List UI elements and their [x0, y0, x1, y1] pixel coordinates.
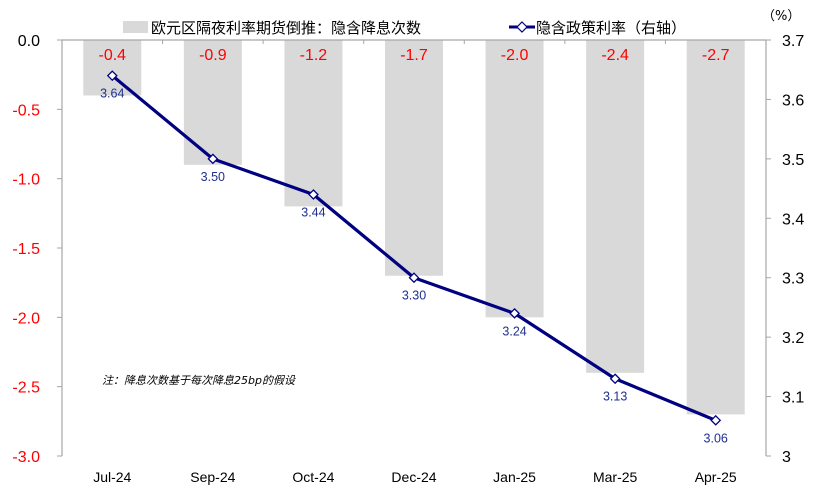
x-axis-tick-label: Apr-25 — [695, 469, 737, 485]
diamond-marker-icon — [308, 189, 319, 200]
bar-value-label: -2.0 — [501, 47, 529, 64]
x-axis-tick-label: Sep-24 — [190, 469, 235, 485]
bar — [284, 40, 343, 207]
bar-value-label: -1.2 — [300, 47, 328, 64]
x-axis-tick-label: Dec-24 — [391, 469, 436, 485]
line-value-label: 3.30 — [402, 289, 426, 303]
bar — [686, 40, 745, 415]
bar — [485, 40, 544, 318]
line-value-label: 3.24 — [502, 324, 526, 338]
diamond-marker-icon — [509, 307, 520, 319]
left-axis-tick-label: 0.0 — [18, 33, 40, 50]
right-axis-tick-label: 3.7 — [782, 33, 804, 50]
diamond-marker-icon — [408, 272, 420, 284]
left-axis-tick-label: -3.0 — [12, 449, 40, 466]
axes: 0.0 -0.5 -1.0 -1.5 -2.0 -2.5 -3.0 3.7 3.6 3.5 3.4 3… — [12, 33, 804, 485]
right-axis-tick-label: 3 — [782, 449, 791, 466]
diamond-marker-icon — [516, 21, 528, 33]
x-axis-tick-label: Mar-25 — [593, 469, 638, 485]
right-axis-tick-label: 3.1 — [782, 390, 804, 407]
bar-value-label: -0.4 — [98, 47, 126, 64]
line-value-label: 3.44 — [301, 206, 325, 220]
legend-bar-swatch — [123, 21, 148, 33]
diamond-marker-icon — [106, 70, 118, 82]
bar-value-label: -2.7 — [702, 47, 730, 64]
x-axis-tick-label: Oct-24 — [292, 469, 334, 485]
bar-value-label: -2.4 — [601, 47, 629, 64]
diamond-marker-icon — [609, 373, 621, 385]
bar-value-label: -1.7 — [400, 47, 428, 64]
legend-line-swatch — [509, 21, 535, 33]
left-axis-tick-label: -2.5 — [12, 380, 40, 397]
left-axis-tick-label: -1.0 — [12, 172, 40, 189]
line-value-label: 3.64 — [100, 87, 124, 101]
bar — [586, 40, 645, 373]
right-axis-tick-label: 3.4 — [782, 211, 804, 228]
left-axis-tick-label: -1.5 — [12, 241, 40, 258]
line-value-label: 3.06 — [704, 431, 728, 445]
line-value-label: 3.13 — [603, 390, 627, 404]
legend-line-label: 隐含政策利率（右轴） — [536, 19, 686, 37]
bar — [83, 40, 142, 96]
right-axis-tick-label: 3.3 — [782, 271, 804, 288]
right-axis-tick-label: 3.6 — [782, 92, 804, 109]
chart-note: 注：降息次数基于每次降息25bp的假设 — [102, 374, 296, 387]
right-axis-tick-label: 3.2 — [782, 330, 804, 347]
x-axis-tick-label: Jan-25 — [493, 469, 536, 485]
right-axis-tick-label: 3.5 — [782, 152, 804, 169]
bar-series: -0.4 -0.9 -1.2 -1.7 -2.0 -2.4 -2.7 — [83, 40, 745, 415]
left-axis-tick-label: -2.0 — [12, 310, 40, 327]
bar-value-label: -0.9 — [199, 47, 227, 64]
diamond-marker-icon — [710, 414, 722, 426]
line-value-label: 3.50 — [201, 170, 225, 184]
legend-bar-label: 欧元区隔夜利率期货倒推：隐含降息次数 — [151, 19, 421, 37]
bar — [385, 40, 443, 276]
left-axis-tick-label: -0.5 — [12, 102, 40, 119]
legend: 欧元区隔夜利率期货倒推：隐含降息次数 隐含政策利率（右轴） — [123, 19, 686, 37]
diamond-marker-icon — [207, 153, 219, 165]
right-axis-unit: （%） — [762, 9, 800, 24]
x-axis-tick-label: Jul-24 — [93, 469, 131, 485]
line-series: 3.64 3.50 3.44 3.30 3.24 3.13 3.06 — [100, 70, 728, 445]
